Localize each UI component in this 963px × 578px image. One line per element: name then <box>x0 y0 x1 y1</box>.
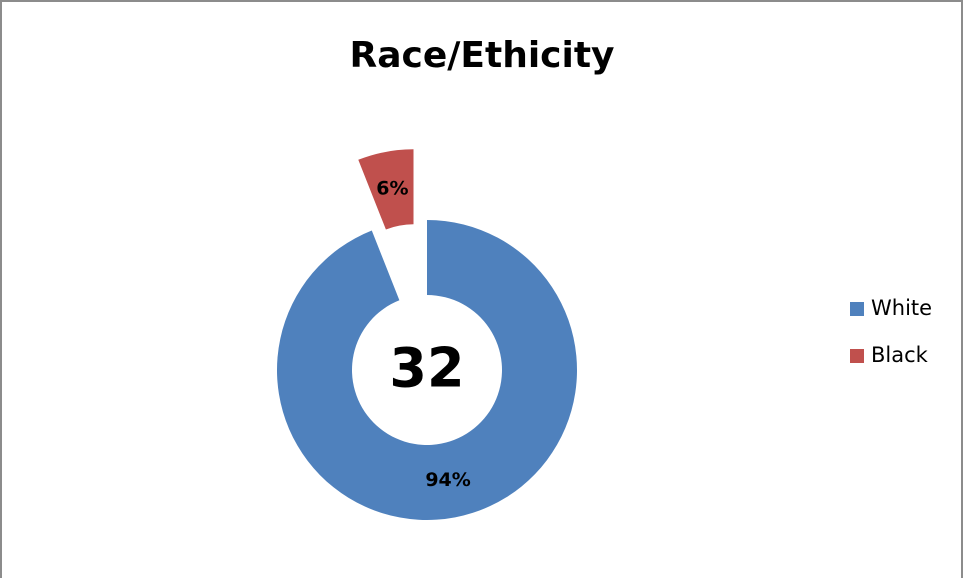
center-label: 32 <box>389 337 464 400</box>
legend-label: Black <box>871 343 929 367</box>
chart-title: Race/Ethicity <box>349 35 614 76</box>
legend-swatch <box>850 349 864 363</box>
legend-label: White <box>871 296 932 320</box>
legend-swatch <box>850 302 864 316</box>
data-label: 94% <box>425 469 470 491</box>
donut-slice <box>358 149 414 230</box>
data-label: 6% <box>376 177 408 199</box>
donut-slice <box>276 220 577 520</box>
